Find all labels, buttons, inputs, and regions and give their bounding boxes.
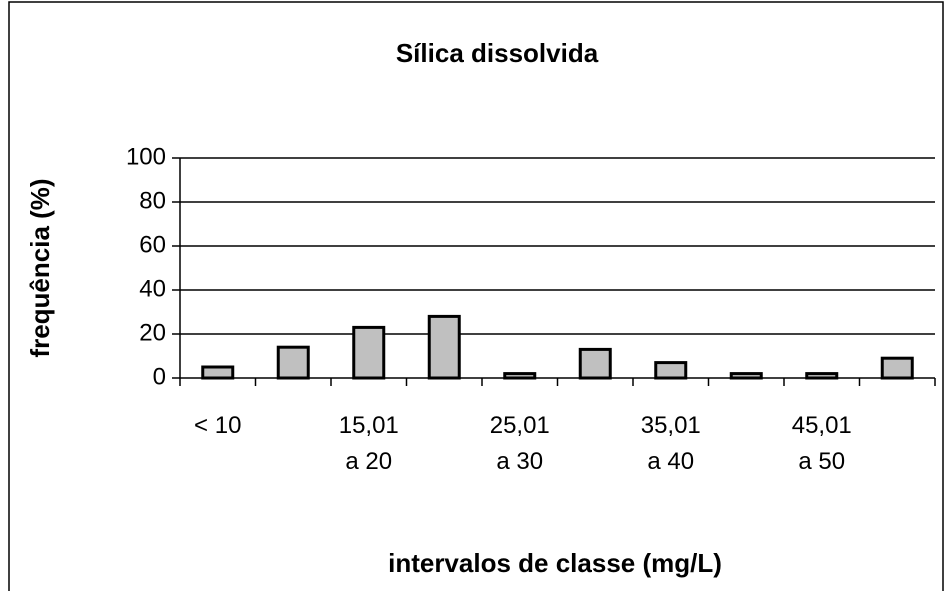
bar (352, 325, 386, 380)
bar (880, 356, 914, 380)
bar (805, 372, 839, 380)
x-tick-label: < 10 (194, 412, 242, 439)
y-axis-title: frequência (%) (25, 178, 55, 357)
y-tick-label: 40 (139, 275, 166, 302)
y-tick-label: 100 (126, 143, 166, 170)
x-tick-label: 25,01 a 30 (489, 412, 550, 475)
bar (578, 347, 612, 380)
chart-border (8, 1, 944, 591)
y-tick-label: 0 (153, 363, 166, 390)
bar (276, 345, 310, 380)
y-tick-label: 60 (139, 231, 166, 258)
bar (503, 372, 537, 380)
y-tick-label: 20 (139, 319, 166, 346)
x-tick-label: 15,01 a 20 (338, 412, 399, 475)
bar (201, 365, 235, 380)
bar (654, 361, 688, 380)
x-axis-title: intervalos de classe (mg/L) (388, 548, 722, 578)
x-tick-label: 45,01 a 50 (791, 412, 852, 475)
bar (729, 372, 763, 380)
bar (427, 314, 461, 380)
chart-title: Sílica dissolvida (396, 38, 599, 68)
x-tick-label: 35,01 a 40 (640, 412, 701, 475)
y-tick-label: 80 (139, 187, 166, 214)
